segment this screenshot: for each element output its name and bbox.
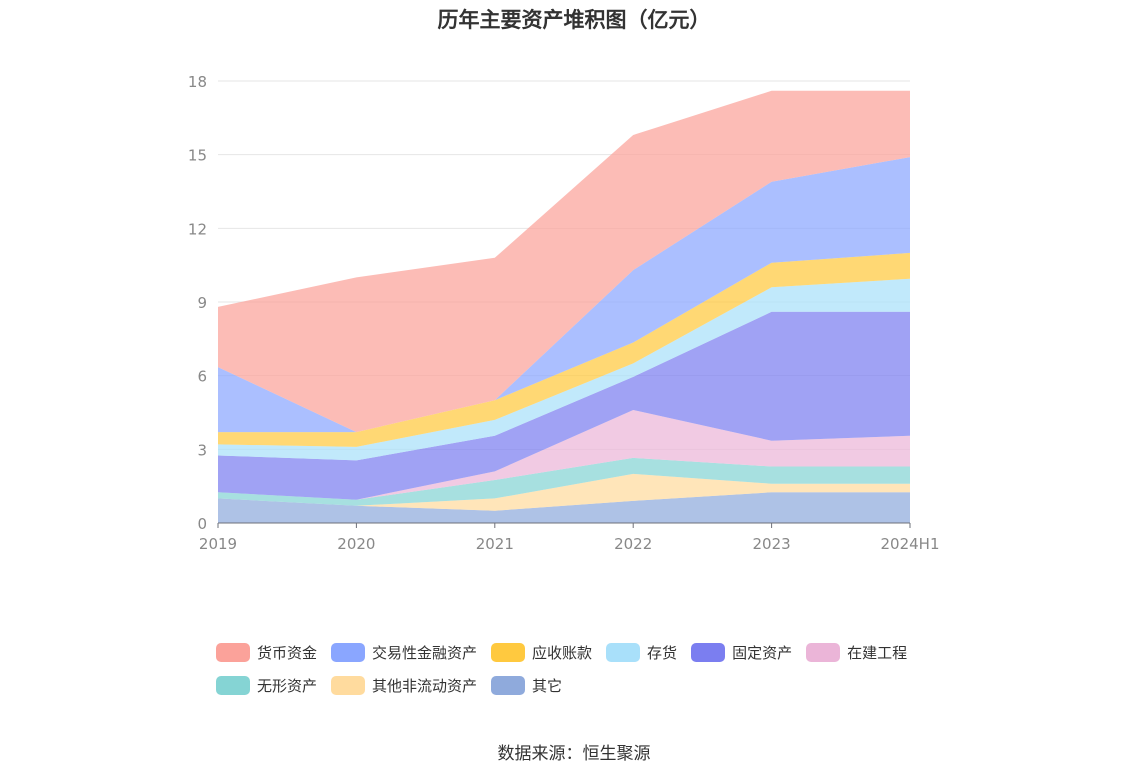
area-交易性金融资产[interactable] [218,157,910,433]
legend-label: 货币资金 [257,643,318,662]
y-tick-label: 18 [188,73,207,91]
legend-swatch [216,642,250,662]
legend-label: 无形资产 [257,676,318,695]
legend-row: 无形资产 其他非流动资产 其它 [216,673,976,697]
legend-item[interactable]: 在建工程 [806,640,907,664]
area-无形资产[interactable] [218,457,910,506]
legend-swatch [491,675,526,695]
y-tick-label: 12 [188,220,207,238]
legend-swatch [216,675,250,695]
legend-row: 货币资金 交易性金融资产 应收账款 存货 固定资产 在建工程 [216,640,976,664]
stacked-area-chart: 0 3 6 9 12 15 18 2019 2020 2021 2022 2023 2024H1 [188,73,940,553]
legend-swatch [691,642,726,662]
x-tick-label: 2021 [476,535,514,553]
legend-swatch [606,642,641,662]
area-其它[interactable] [218,492,910,523]
legend-label: 应收账款 [532,643,593,662]
area-货币资金[interactable] [218,90,910,433]
legend-label: 其他非流动资产 [372,676,478,695]
legend-item[interactable]: 固定资产 [691,640,792,664]
chart-title: 历年主要资产堆积图（亿元） [437,8,711,32]
legend-label: 固定资产 [732,643,793,662]
axes: 0 3 6 9 12 15 18 2019 2020 2021 2022 2023 2024H1 [188,73,940,553]
legend-label: 其它 [532,676,563,695]
x-tick-label: 2019 [199,535,237,553]
legend-swatch [491,642,526,662]
legend-item[interactable]: 存货 [606,640,677,664]
legend-swatch [331,675,366,695]
x-tick-label: 2024H1 [881,535,940,553]
data-source: 数据来源：恒生聚源 [497,744,651,764]
legend-item[interactable]: 应收账款 [491,640,592,664]
x-tick-label: 2022 [614,535,652,553]
y-tick-label: 0 [197,515,207,533]
area-存货[interactable] [218,278,910,461]
legend-item[interactable]: 其它 [491,673,562,697]
y-tick-label: 3 [197,441,207,459]
y-tick-label: 9 [197,294,207,312]
legend-label: 在建工程 [847,643,908,662]
legend-item[interactable]: 交易性金融资产 [331,640,477,664]
legend-label: 交易性金融资产 [372,643,478,662]
area-固定资产[interactable] [218,311,910,500]
area-应收账款[interactable] [218,252,910,447]
area-series [218,90,910,523]
legend-item[interactable]: 其他非流动资产 [331,673,477,697]
y-tick-label: 15 [188,147,207,165]
legend-swatch [806,642,841,662]
legend: 货币资金 交易性金融资产 应收账款 存货 固定资产 在建工程无形资产 其他非流动资产 其它 [216,640,976,706]
legend-item[interactable]: 货币资金 [216,640,317,664]
legend-swatch [331,642,366,662]
y-tick-label: 6 [197,368,207,386]
x-tick-label: 2020 [337,535,375,553]
legend-item[interactable]: 无形资产 [216,673,317,697]
area-其他非流动资产[interactable] [218,473,910,511]
area-在建工程[interactable] [218,410,910,500]
x-tick-label: 2023 [753,535,791,553]
legend-label: 存货 [647,643,678,662]
